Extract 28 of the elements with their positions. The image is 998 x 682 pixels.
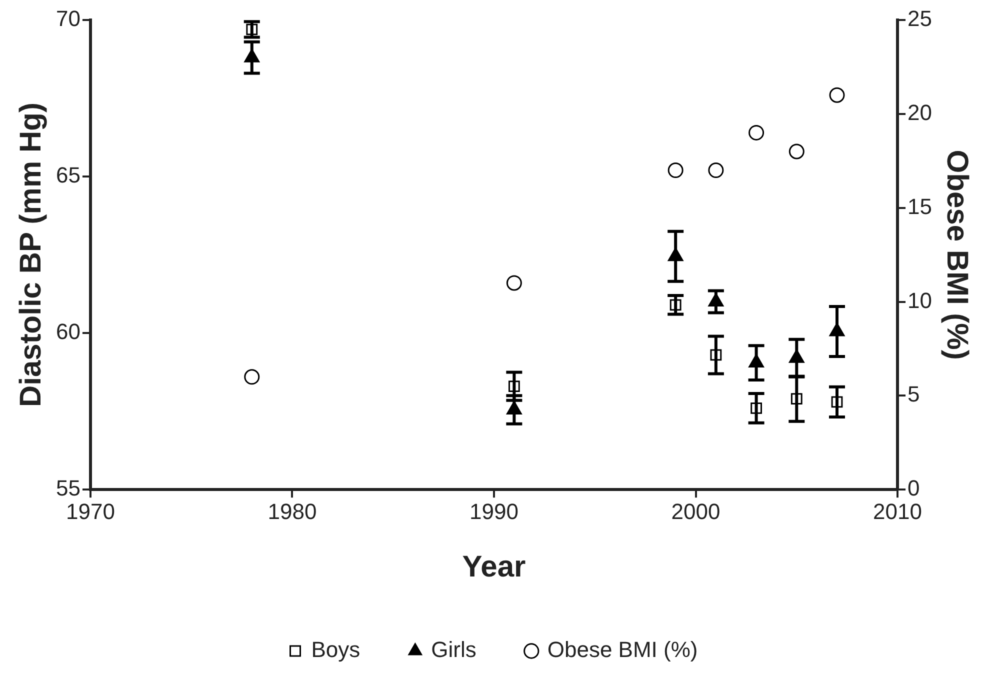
point bbox=[748, 124, 764, 140]
point bbox=[244, 369, 260, 385]
x-tick-label: 1990 bbox=[470, 498, 518, 524]
y2-tick-label: 25 bbox=[908, 6, 932, 32]
legend-label: Obese BMI (%) bbox=[547, 637, 698, 662]
point bbox=[668, 162, 684, 178]
point bbox=[829, 87, 845, 103]
y2-tick-label: 10 bbox=[908, 288, 932, 313]
x-tick-label: 2010 bbox=[873, 498, 922, 524]
point bbox=[788, 144, 804, 160]
y2-tick-label: 0 bbox=[908, 476, 920, 501]
y-tick-label: 60 bbox=[56, 319, 80, 344]
point bbox=[506, 275, 522, 291]
y-axis-title: Diastolic BP (mm Hg) bbox=[14, 102, 48, 408]
point bbox=[708, 162, 724, 178]
x-axis-title: Year bbox=[462, 550, 526, 584]
y2-tick-label: 20 bbox=[908, 100, 932, 125]
y-tick-label: 55 bbox=[56, 476, 80, 501]
y2-tick-label: 15 bbox=[908, 194, 932, 219]
legend-label: Girls bbox=[431, 637, 476, 662]
y-tick-label: 70 bbox=[56, 6, 80, 32]
y-tick-label: 65 bbox=[56, 162, 80, 188]
x-tick-label: 1970 bbox=[66, 498, 115, 524]
y2-tick-label: 5 bbox=[908, 382, 920, 407]
x-tick-label: 2000 bbox=[671, 498, 720, 524]
y2-axis-title: Obese BMI (%) bbox=[940, 150, 974, 360]
x-tick-label: 1980 bbox=[268, 498, 317, 524]
legend-label: Boys bbox=[311, 637, 360, 662]
